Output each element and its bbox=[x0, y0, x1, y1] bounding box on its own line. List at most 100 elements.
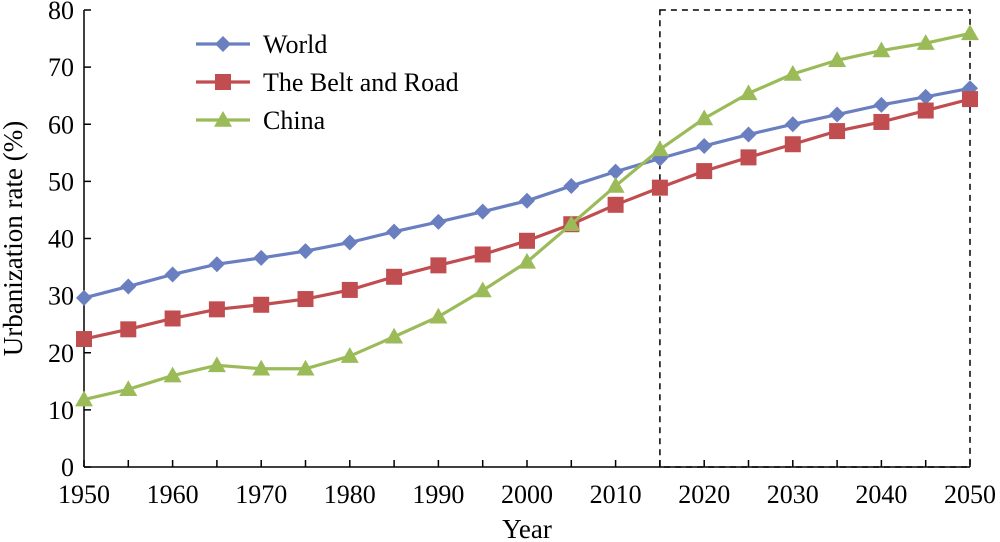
triangle-marker bbox=[916, 34, 935, 50]
diamond-marker bbox=[917, 88, 934, 105]
legend-label: China bbox=[263, 106, 326, 135]
highlight-box-layer bbox=[659, 9, 971, 468]
triangle-marker bbox=[606, 176, 625, 193]
diamond-marker bbox=[76, 289, 92, 306]
y-tick-label: 40 bbox=[48, 225, 74, 254]
diamond-marker bbox=[519, 192, 535, 209]
legend-triangle-marker bbox=[214, 111, 232, 127]
y-tick-label: 20 bbox=[48, 339, 74, 368]
triangle-marker bbox=[207, 356, 226, 373]
square-marker bbox=[164, 310, 181, 327]
x-tick-label: 1950 bbox=[58, 480, 110, 509]
triangle-marker bbox=[163, 366, 182, 383]
series-china bbox=[75, 24, 979, 407]
square-marker bbox=[386, 268, 403, 285]
triangle-marker bbox=[695, 109, 714, 126]
legend: World The Belt and Road China bbox=[196, 30, 459, 135]
square-marker bbox=[962, 91, 978, 108]
diamond-marker bbox=[607, 163, 624, 180]
triangle-marker bbox=[75, 390, 93, 407]
y-tick-label: 80 bbox=[48, 0, 74, 25]
square-marker bbox=[740, 149, 757, 166]
triangle-marker bbox=[473, 281, 492, 298]
diamond-marker bbox=[253, 249, 270, 266]
diamond-marker bbox=[164, 266, 181, 283]
square-marker bbox=[120, 321, 137, 338]
diamond-marker bbox=[297, 243, 314, 260]
y-tick-label: 0 bbox=[61, 453, 74, 482]
series-world bbox=[76, 80, 978, 306]
x-tick-label: 2010 bbox=[590, 480, 642, 509]
square-marker bbox=[519, 232, 535, 249]
square-marker bbox=[651, 179, 668, 196]
x-tick-label: 1990 bbox=[412, 480, 464, 509]
square-marker bbox=[474, 246, 491, 263]
y-tick-label: 10 bbox=[48, 396, 74, 425]
triangle-marker bbox=[119, 380, 138, 397]
triangle-marker bbox=[296, 359, 315, 376]
diamond-marker bbox=[563, 177, 580, 194]
diamond-marker bbox=[784, 116, 801, 133]
diamond-marker bbox=[386, 223, 403, 240]
triangle-marker bbox=[429, 307, 448, 324]
legend-item: The Belt and Road bbox=[196, 68, 459, 97]
legend-label: World bbox=[263, 30, 327, 59]
triangle-marker bbox=[783, 64, 802, 81]
y-tick-label: 30 bbox=[48, 282, 74, 311]
diamond-marker bbox=[740, 126, 757, 143]
square-marker bbox=[430, 257, 447, 274]
diamond-marker bbox=[430, 213, 447, 230]
square-marker bbox=[341, 281, 358, 298]
square-marker bbox=[208, 301, 225, 318]
y-axis-ticks: 0 10 20 30 40 50 60 70 80 bbox=[48, 0, 91, 482]
y-tick-label: 60 bbox=[48, 110, 74, 139]
square-marker bbox=[917, 102, 934, 119]
diamond-marker bbox=[474, 203, 491, 220]
diamond-marker bbox=[208, 256, 225, 273]
series-the-belt-and-road bbox=[76, 91, 978, 348]
x-tick-label: 2000 bbox=[501, 480, 553, 509]
square-marker bbox=[607, 196, 624, 213]
series-layer bbox=[75, 24, 979, 407]
diamond-marker bbox=[341, 234, 358, 251]
diamond-marker bbox=[873, 96, 890, 113]
y-axis-title: Urbanization rate (%) bbox=[0, 121, 28, 356]
x-tick-label: 1980 bbox=[324, 480, 376, 509]
x-axis-title: Year bbox=[502, 514, 552, 542]
square-marker bbox=[829, 123, 846, 140]
x-tick-label: 2050 bbox=[944, 480, 996, 509]
square-marker bbox=[696, 163, 713, 180]
highlight-box bbox=[659, 9, 971, 468]
legend-item: World bbox=[196, 30, 327, 59]
square-marker bbox=[873, 113, 890, 130]
triangle-marker bbox=[872, 41, 891, 58]
x-tick-label: 1960 bbox=[147, 480, 199, 509]
diamond-marker bbox=[829, 106, 846, 123]
triangle-marker bbox=[340, 347, 359, 363]
triangle-marker bbox=[252, 359, 271, 376]
triangle-marker bbox=[961, 24, 979, 41]
square-marker bbox=[76, 331, 92, 348]
triangle-marker bbox=[739, 84, 758, 101]
y-tick-label: 70 bbox=[48, 53, 74, 82]
legend-item: China bbox=[196, 106, 326, 135]
square-marker bbox=[297, 291, 314, 308]
square-marker bbox=[253, 296, 270, 313]
legend-square-marker bbox=[215, 74, 231, 90]
square-marker bbox=[784, 136, 801, 153]
triangle-marker bbox=[650, 140, 669, 157]
x-tick-label: 2020 bbox=[678, 480, 730, 509]
triangle-marker bbox=[518, 252, 536, 269]
diamond-marker bbox=[120, 278, 137, 295]
triangle-marker bbox=[828, 51, 847, 68]
triangle-marker bbox=[385, 327, 404, 344]
legend-diamond-marker bbox=[215, 36, 231, 52]
x-tick-label: 1970 bbox=[235, 480, 287, 509]
x-axis-ticks: 1950 1960 1970 1980 1990 2000 2010 2020 2030 2040… bbox=[58, 460, 996, 509]
diamond-marker bbox=[696, 137, 713, 154]
legend-label: The Belt and Road bbox=[263, 68, 459, 97]
x-tick-label: 2030 bbox=[767, 480, 819, 509]
y-tick-label: 50 bbox=[48, 167, 74, 196]
x-tick-label: 2040 bbox=[855, 480, 907, 509]
